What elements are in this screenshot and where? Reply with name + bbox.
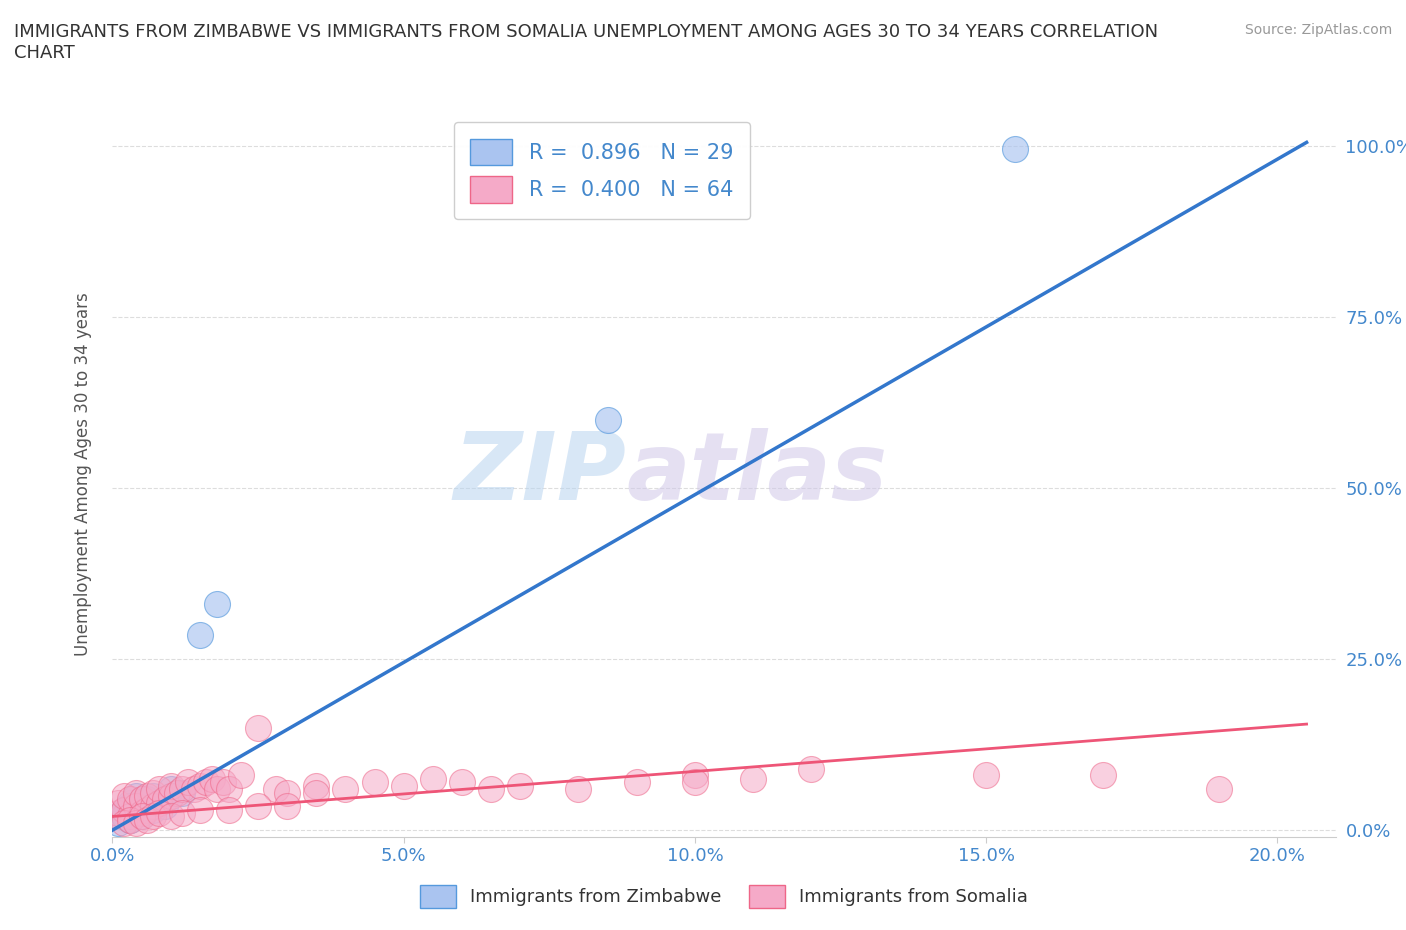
Point: [112, 809, 135, 824]
Point: [683, 775, 706, 790]
Point: [276, 799, 298, 814]
Point: [118, 813, 141, 828]
Y-axis label: Unemployment Among Ages 30 to 34 years: Unemployment Among Ages 30 to 34 years: [73, 292, 91, 657]
Point: [112, 805, 135, 820]
Point: [264, 781, 287, 796]
Point: [159, 789, 181, 804]
Point: [118, 813, 141, 828]
Point: [212, 775, 235, 790]
Point: [142, 789, 165, 804]
Point: [148, 805, 170, 820]
Point: [305, 778, 328, 793]
Point: [159, 789, 181, 804]
Point: [479, 781, 502, 796]
Point: [125, 785, 148, 800]
Point: [125, 816, 148, 830]
Point: [188, 803, 211, 817]
Point: [247, 799, 270, 814]
Point: [1004, 141, 1026, 156]
Point: [172, 781, 194, 796]
Point: [194, 775, 217, 790]
Point: [142, 799, 165, 814]
Point: [118, 792, 141, 807]
Point: [422, 771, 444, 786]
Point: [142, 809, 165, 824]
Point: [166, 785, 188, 800]
Point: [107, 816, 129, 830]
Point: [218, 781, 240, 796]
Point: [136, 799, 159, 814]
Point: [118, 795, 141, 810]
Point: [136, 813, 159, 828]
Point: [142, 799, 165, 814]
Point: [683, 768, 706, 783]
Point: [567, 781, 589, 796]
Point: [742, 771, 765, 786]
Point: [159, 809, 181, 824]
Legend: Immigrants from Zimbabwe, Immigrants from Somalia: Immigrants from Zimbabwe, Immigrants fro…: [412, 877, 1036, 915]
Point: [200, 771, 222, 786]
Point: [148, 795, 170, 810]
Point: [509, 778, 531, 793]
Point: [183, 781, 205, 796]
Point: [131, 809, 153, 824]
Point: [107, 809, 129, 824]
Point: [1091, 768, 1114, 783]
Point: [172, 805, 194, 820]
Point: [188, 628, 211, 643]
Point: [626, 775, 648, 790]
Point: [112, 816, 135, 830]
Point: [229, 768, 252, 783]
Point: [118, 809, 141, 824]
Point: [118, 799, 141, 814]
Point: [142, 785, 165, 800]
Point: [207, 781, 229, 796]
Text: Source: ZipAtlas.com: Source: ZipAtlas.com: [1244, 23, 1392, 37]
Point: [131, 792, 153, 807]
Point: [974, 768, 997, 783]
Point: [136, 792, 159, 807]
Point: [392, 778, 415, 793]
Point: [112, 803, 135, 817]
Point: [131, 795, 153, 810]
Point: [1208, 781, 1230, 796]
Point: [118, 813, 141, 828]
Point: [131, 809, 153, 824]
Point: [142, 803, 165, 817]
Point: [335, 781, 357, 796]
Point: [800, 761, 823, 776]
Point: [136, 789, 159, 804]
Point: [276, 785, 298, 800]
Point: [305, 785, 328, 800]
Point: [125, 799, 148, 814]
Point: [153, 799, 176, 814]
Point: [451, 775, 474, 790]
Point: [125, 805, 148, 820]
Text: atlas: atlas: [626, 429, 887, 520]
Point: [596, 412, 619, 427]
Point: [112, 789, 135, 804]
Point: [136, 803, 159, 817]
Point: [247, 720, 270, 735]
Point: [131, 805, 153, 820]
Point: [148, 781, 170, 796]
Point: [107, 795, 129, 810]
Point: [131, 805, 153, 820]
Point: [107, 805, 129, 820]
Point: [207, 597, 229, 612]
Point: [188, 778, 211, 793]
Point: [159, 781, 181, 796]
Point: [148, 795, 170, 810]
Point: [218, 803, 240, 817]
Point: [125, 803, 148, 817]
Point: [125, 789, 148, 804]
Point: [363, 775, 385, 790]
Text: IMMIGRANTS FROM ZIMBABWE VS IMMIGRANTS FROM SOMALIA UNEMPLOYMENT AMONG AGES 30 T: IMMIGRANTS FROM ZIMBABWE VS IMMIGRANTS F…: [14, 23, 1159, 62]
Point: [112, 803, 135, 817]
Point: [159, 778, 181, 793]
Point: [153, 792, 176, 807]
Point: [177, 775, 200, 790]
Text: ZIP: ZIP: [453, 429, 626, 520]
Point: [172, 785, 194, 800]
